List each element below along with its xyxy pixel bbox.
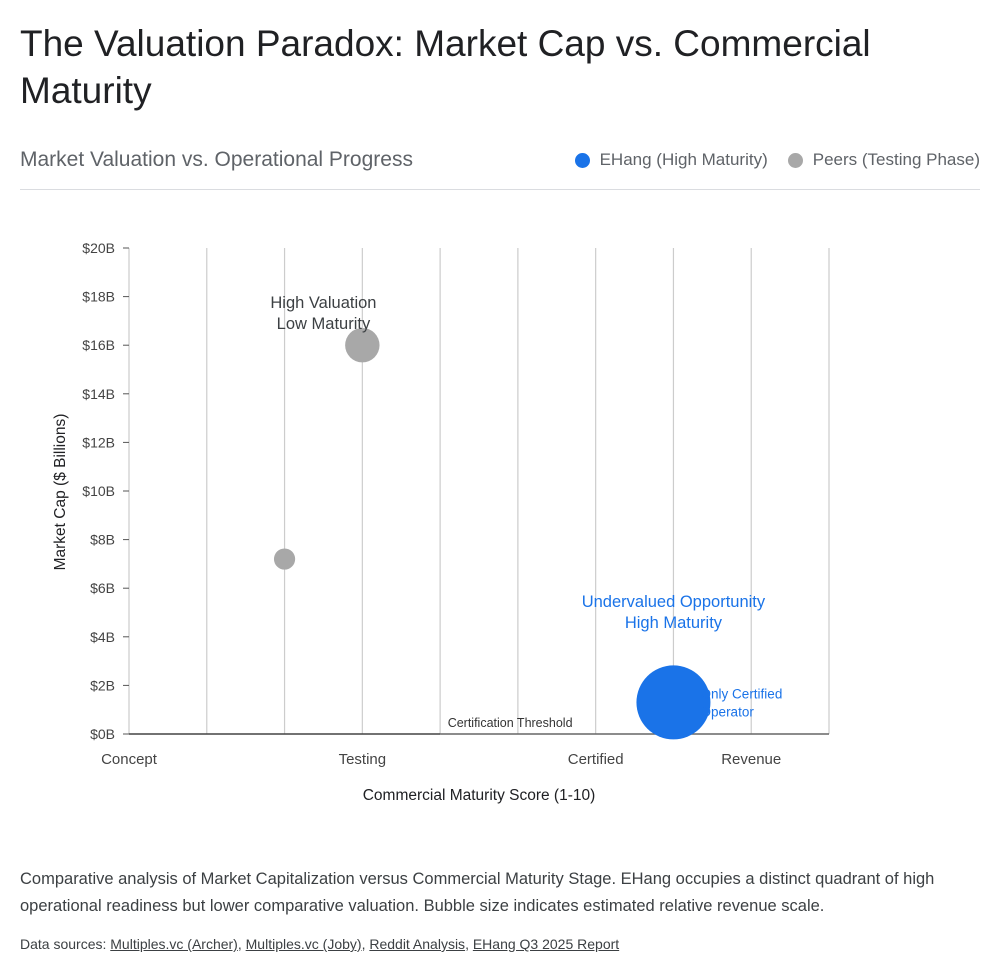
y-axis-title: Market Cap ($ Billions) bbox=[52, 414, 69, 571]
legend-label-ehang: EHang (High Maturity) bbox=[599, 150, 768, 169]
source-link-archer[interactable]: Multiples.vc (Archer) bbox=[110, 936, 238, 952]
y-axis: $0B $2B $4B $6B $8B $10B $12B $14B $16B $18B $20B bbox=[82, 240, 129, 742]
annotation-text: Low Maturity bbox=[277, 315, 371, 333]
gridlines bbox=[128, 248, 830, 734]
y-tick-label: $4B bbox=[90, 629, 115, 645]
page-title: The Valuation Paradox: Market Cap vs. Co… bbox=[20, 23, 871, 111]
y-tick-label: $6B bbox=[90, 580, 115, 596]
data-point bbox=[636, 665, 711, 740]
data-point bbox=[273, 548, 296, 570]
legend-item-peers[interactable]: Peers (Testing Phase) bbox=[787, 150, 980, 170]
legend-item-ehang[interactable]: EHang (High Maturity) bbox=[574, 150, 768, 170]
legend: EHang (High Maturity) Peers (Testing Pha… bbox=[574, 150, 980, 170]
chart-caption: Comparative analysis of Market Capitaliz… bbox=[20, 870, 935, 915]
annotation-text: High Valuation bbox=[270, 294, 376, 312]
threshold-label: Certification Threshold bbox=[448, 716, 573, 730]
x-tick-label: Testing bbox=[339, 751, 387, 768]
x-tick-label: Revenue bbox=[721, 751, 781, 768]
chart-subtitle: Market Valuation vs. Operational Progres… bbox=[20, 148, 413, 171]
certification-threshold: Certification Threshold bbox=[129, 716, 573, 735]
annotation-text: Undervalued Opportunity bbox=[582, 593, 766, 611]
data-point bbox=[345, 328, 380, 363]
y-tick-label: $18B bbox=[82, 289, 115, 305]
y-tick-label: $14B bbox=[82, 386, 115, 402]
chart-header: Market Valuation vs. Operational Progres… bbox=[20, 144, 980, 190]
legend-label-peers: Peers (Testing Phase) bbox=[812, 150, 980, 169]
annotation-text: Operator bbox=[701, 704, 755, 719]
scatter-chart: $0B$2B$4B$6B$8B$10B$12B$14B$16B$18B$20B … bbox=[52, 240, 830, 804]
y-tick-label: $16B bbox=[82, 337, 115, 353]
legend-swatch-ehang bbox=[574, 152, 590, 168]
annotation-text: High Maturity bbox=[625, 614, 723, 632]
annotations: High Valuation Low Maturity Undervalued Op… bbox=[270, 294, 782, 719]
y-tick-label: $2B bbox=[90, 677, 115, 693]
x-axis: Concept Testing Certified Revenue bbox=[101, 733, 829, 768]
legend-swatch-peers bbox=[787, 152, 803, 168]
x-tick-label: Concept bbox=[101, 751, 158, 768]
y-tick-label: $20B bbox=[82, 240, 115, 256]
y-tick-label: $12B bbox=[82, 434, 115, 450]
source-link-reddit[interactable]: Reddit Analysis bbox=[369, 936, 466, 952]
source-link-joby[interactable]: Multiples.vc (Joby) bbox=[245, 936, 362, 952]
y-tick-label: $10B bbox=[82, 483, 115, 499]
source-link-ehang-report[interactable]: EHang Q3 2025 Report bbox=[472, 936, 620, 952]
x-axis-title: Commercial Maturity Score (1-10) bbox=[363, 787, 596, 804]
y-tick-label: $8B bbox=[90, 532, 115, 548]
data-sources: Data sources: Multiples.vc (Archer), Mul… bbox=[20, 936, 620, 952]
x-tick-label: Certified bbox=[568, 751, 624, 768]
sources-prefix: Data sources: bbox=[20, 936, 107, 952]
annotation-text: Only Certified bbox=[701, 686, 783, 701]
y-tick-label: $0B bbox=[90, 726, 115, 742]
data-points bbox=[273, 328, 711, 740]
